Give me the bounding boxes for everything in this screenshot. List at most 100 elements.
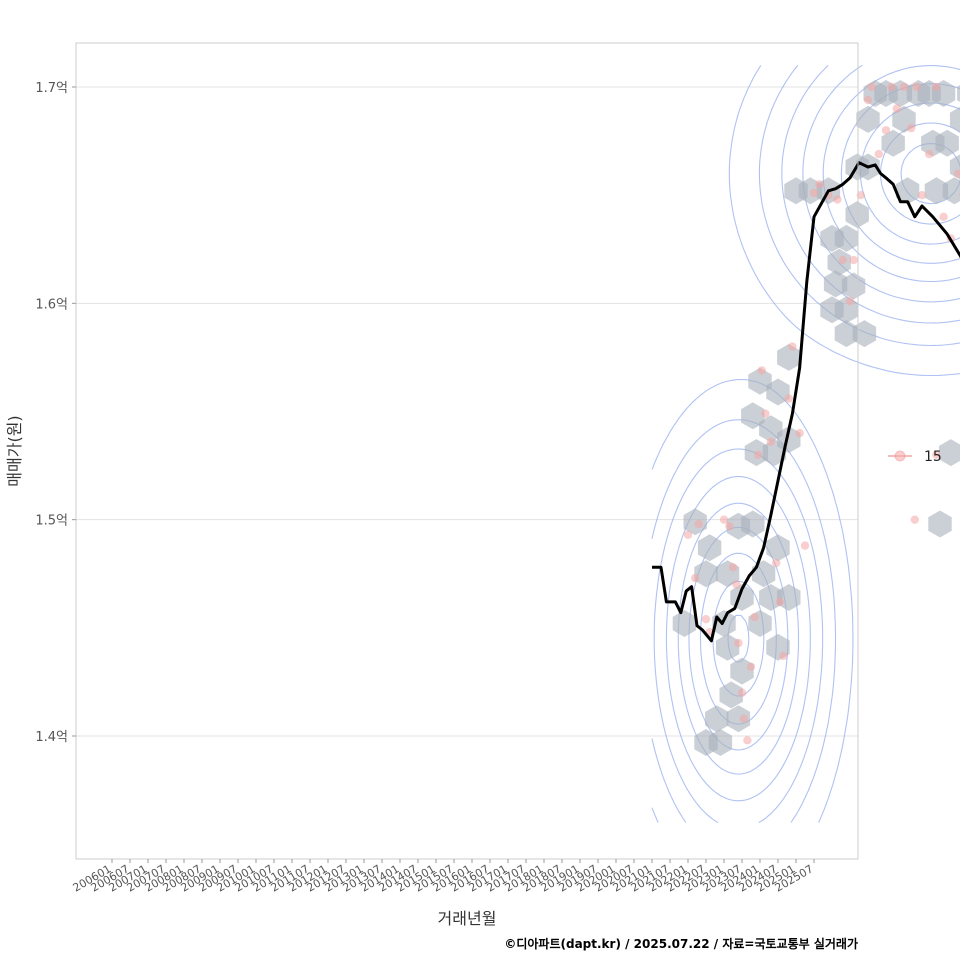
y-tick-label: 1.7억: [35, 81, 68, 96]
hexbin-cell: [748, 367, 772, 395]
y-tick-label: 1.6억: [35, 297, 68, 312]
transaction-point: [932, 82, 941, 92]
y-tick-label: 1.4억: [35, 730, 68, 745]
x-axis-title: 거래년월: [438, 909, 497, 928]
transaction-point: [766, 437, 775, 446]
hexbin-cell: [924, 177, 949, 205]
hexbin-cell: [957, 85, 960, 102]
legend-label: 15: [924, 449, 942, 465]
transaction-point: [849, 255, 858, 265]
hexbin-cell: [845, 201, 869, 229]
hexbin-cell: [834, 224, 859, 252]
transaction-point: [691, 573, 700, 583]
hexbin-cell: [777, 426, 801, 454]
y-axis-title: 매매가(원): [5, 415, 24, 486]
hexbin-cell: [694, 560, 718, 588]
transaction-point: [892, 104, 901, 113]
transaction-point: [683, 530, 693, 540]
transaction-point: [701, 614, 711, 624]
transaction-point: [743, 736, 752, 745]
hexbin-cell: [895, 177, 920, 205]
hexbin-cell: [705, 705, 729, 733]
hexbin-cell: [719, 681, 743, 709]
transaction-point: [939, 212, 948, 221]
hexbin-cell: [726, 705, 751, 733]
hexbin-cell: [697, 534, 722, 562]
hexbin-cell: [777, 343, 801, 371]
hexbin-cell: [823, 270, 848, 298]
transaction-point: [737, 688, 747, 697]
transaction-point: [779, 651, 788, 661]
transaction-point: [863, 95, 873, 105]
transaction-point: [795, 428, 804, 438]
hexbin-cell: [759, 415, 783, 443]
hexbin-cell: [683, 508, 707, 536]
density-contour: [651, 65, 960, 823]
series-layer: [652, 161, 960, 643]
legend: 15: [888, 449, 942, 465]
transaction-point: [910, 515, 919, 524]
transaction-point: [881, 126, 891, 135]
transaction-point: [899, 82, 909, 92]
hexbin-cell: [708, 729, 733, 756]
hexbin-cell: [942, 177, 960, 205]
hexbin-cell: [672, 610, 697, 637]
transaction-point: [845, 296, 855, 306]
hexbin-cell: [928, 510, 952, 538]
transaction-point: [754, 450, 763, 459]
hexbins: [672, 80, 960, 756]
transaction-point: [907, 123, 916, 133]
transaction-point: [809, 188, 819, 198]
hexbin-cell: [841, 272, 866, 300]
transaction-point: [800, 541, 810, 550]
transaction-point: [856, 190, 865, 200]
transaction-point: [739, 714, 748, 723]
hexbin-cell: [766, 534, 790, 562]
transaction-point: [719, 515, 729, 524]
transaction-point: [953, 169, 960, 178]
transaction-point: [917, 190, 927, 200]
transaction-point: [732, 580, 741, 589]
transaction-point: [815, 180, 824, 189]
transaction-point: [746, 662, 756, 671]
density-contour: [653, 65, 960, 823]
transaction-point: [775, 597, 784, 607]
transaction-point: [833, 195, 842, 204]
hexbin-cell: [715, 633, 740, 661]
transaction-point: [874, 149, 883, 159]
chart-caption: ©디아파트(dapt.kr) / 2025.07.22 / 자료=국토교통부 실…: [504, 936, 858, 951]
hexbin-cell: [852, 320, 877, 348]
transaction-point: [772, 558, 781, 568]
hexbin-cell: [741, 402, 765, 430]
moving-average-line: [652, 161, 960, 643]
transaction-point: [694, 519, 703, 529]
legend-key-point: [894, 450, 906, 462]
transaction-point: [757, 366, 766, 375]
transaction-point: [887, 82, 896, 92]
transaction-point: [925, 149, 934, 159]
hexbin-cell: [856, 105, 880, 133]
hexbin-cell: [939, 439, 960, 467]
transaction-point: [867, 82, 876, 92]
y-axis-ticks: 1.4억 1.5억 1.6억 1.7억: [35, 81, 76, 745]
hexbin-cell: [881, 129, 905, 157]
hexbin-cell: [741, 510, 765, 538]
y-tick-label: 1.5억: [35, 514, 68, 529]
hexbin-cell: [766, 378, 790, 406]
hexbin-cell: [834, 320, 859, 348]
transaction-point: [750, 612, 759, 622]
transaction-point: [784, 394, 793, 403]
plot-panel-border: [75, 42, 859, 860]
transaction-point: [761, 409, 770, 418]
transaction-point: [734, 638, 743, 648]
transaction-point: [912, 82, 921, 92]
transaction-points: [683, 82, 960, 745]
hexbin-cell: [949, 106, 960, 132]
transaction-point: [728, 563, 738, 572]
hexbin-cell: [935, 129, 959, 157]
transaction-point: [788, 342, 797, 351]
transaction-point: [932, 450, 941, 459]
transaction-point: [838, 255, 847, 265]
